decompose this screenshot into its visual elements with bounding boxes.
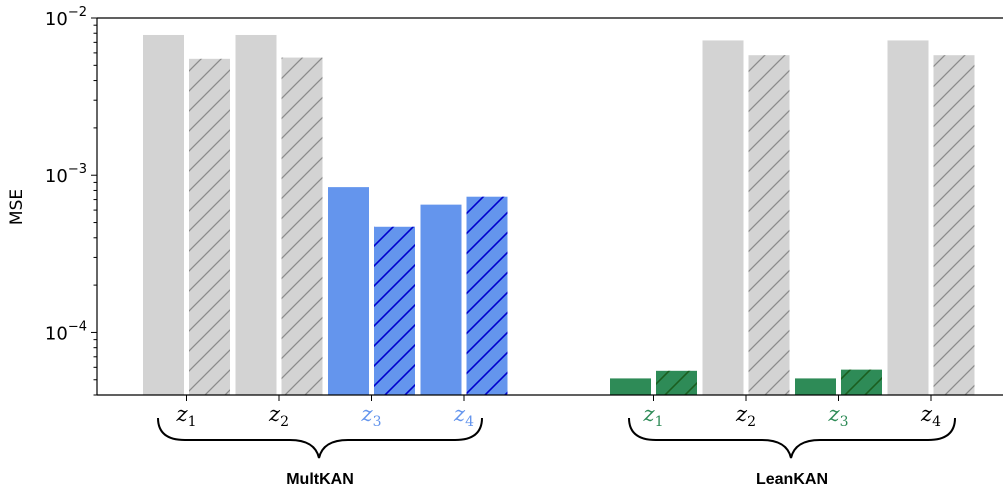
bar-multkan-z4-hatched-pattern xyxy=(466,196,508,395)
x-tick-label-leankan-z2: z2 xyxy=(735,402,756,430)
bar-multkan-z2-solid xyxy=(235,34,277,396)
group-label-multkan: MultKAN xyxy=(286,471,354,488)
bar-multkan-z1-hatched-pattern xyxy=(189,58,230,395)
bar-multkan-z3-solid xyxy=(328,187,369,395)
bar-multkan-z3-hatched-pattern xyxy=(374,226,415,395)
y-ticks: 10−4 10−3 10−2 xyxy=(45,5,97,396)
y-tick-label: 10−4 xyxy=(45,319,87,344)
bar-leankan-z2-solid xyxy=(702,40,744,396)
x-tick-label-multkan-z4: z4 xyxy=(453,402,474,430)
leankan-brace xyxy=(628,417,956,459)
bar-leankan-z3-solid xyxy=(795,378,836,395)
bars-layer xyxy=(143,34,975,396)
x-category-labels: z1 z2 z3 z4 z1 z2 z3 z4 xyxy=(176,395,941,430)
bar-leankan-z1-solid xyxy=(610,378,651,395)
bar-leankan-z4-hatched-pattern xyxy=(933,55,975,395)
group-label-leankan: LeanKAN xyxy=(756,471,828,488)
bar-leankan-z1-hatched-pattern xyxy=(656,370,697,395)
bar-multkan-z4-solid xyxy=(420,204,462,395)
bar-leankan-z4-solid xyxy=(887,40,929,396)
y-axis-label: MSE xyxy=(7,189,27,225)
x-tick-label-multkan-z1: z1 xyxy=(176,402,197,430)
x-tick-label-leankan-z4: z4 xyxy=(920,402,941,430)
y-tick-label: 10−3 xyxy=(45,162,87,187)
x-tick-label-leankan-z1: z1 xyxy=(643,402,664,430)
bar-leankan-z3-hatched-pattern xyxy=(841,369,882,395)
bar-multkan-z2-hatched-pattern xyxy=(281,57,323,395)
bar-leankan-z2-hatched-pattern xyxy=(748,55,790,395)
x-tick-label-multkan-z3: z3 xyxy=(361,402,382,430)
y-tick-label: 10−2 xyxy=(45,5,87,30)
x-tick-label-leankan-z3: z3 xyxy=(828,402,849,430)
x-tick-label-multkan-z2: z2 xyxy=(268,402,289,430)
bar-multkan-z1-solid xyxy=(143,34,184,396)
multkan-brace xyxy=(157,417,483,459)
